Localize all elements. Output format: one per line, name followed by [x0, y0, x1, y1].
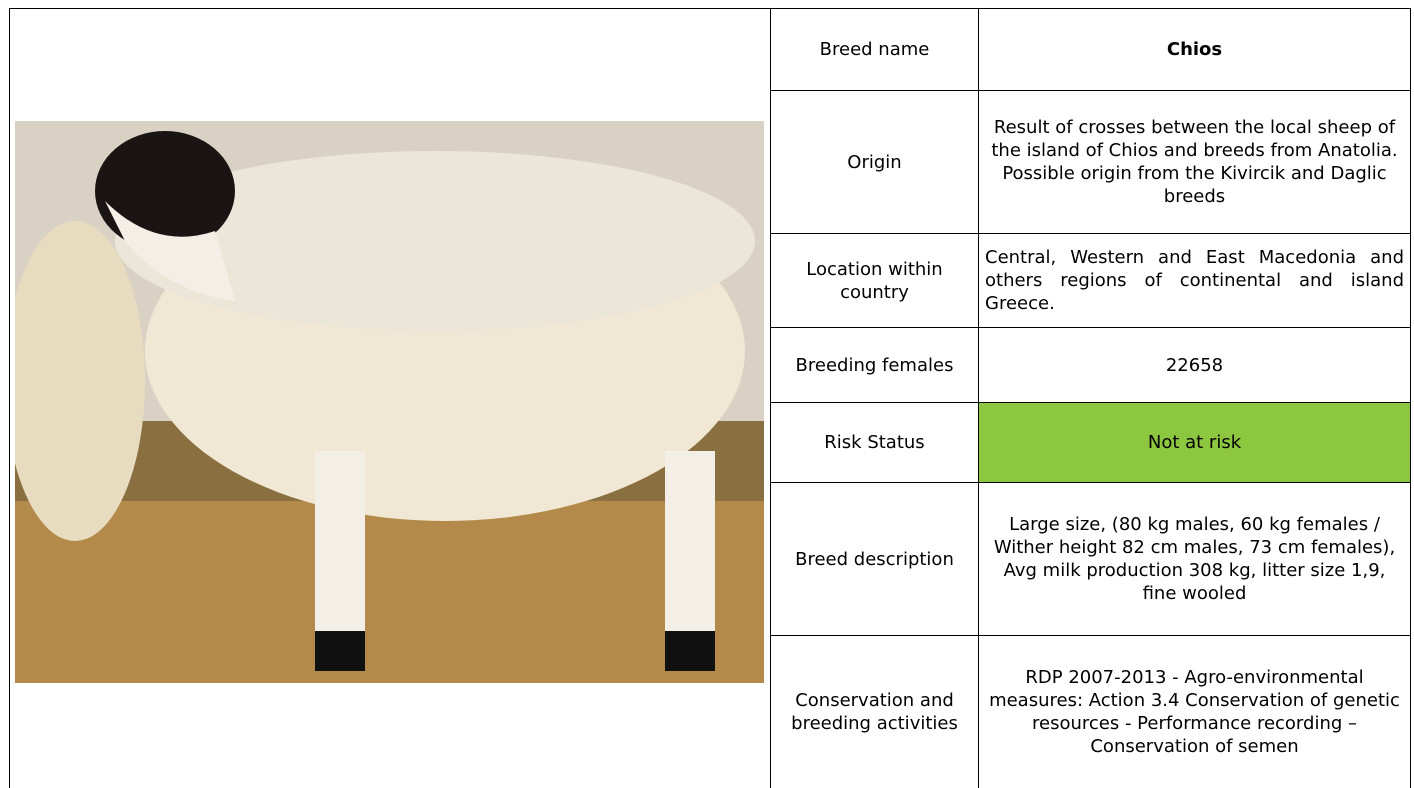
- breed-table: Breed name Chios Origin Result of crosse…: [9, 8, 1411, 788]
- label-cell: Risk Status: [771, 403, 979, 483]
- label-cell: Conservation and breeding activities: [771, 636, 979, 788]
- label-cell: Breeding females: [771, 328, 979, 403]
- photo-cell: [10, 9, 771, 788]
- value-cell: 22658: [979, 328, 1411, 403]
- value-cell: Not at risk: [979, 403, 1411, 483]
- sheep-photo: [15, 121, 764, 683]
- label-cell: Location within country: [771, 234, 979, 328]
- value-cell: RDP 2007-2013 - Agro-environmental measu…: [979, 636, 1411, 788]
- value-cell: Result of crosses between the local shee…: [979, 91, 1411, 234]
- label-cell: Origin: [771, 91, 979, 234]
- label-cell: Breed name: [771, 9, 979, 91]
- value-cell: Central, Western and East Macedonia and …: [979, 234, 1411, 328]
- label-cell: Breed description: [771, 483, 979, 636]
- value-cell: Chios: [979, 9, 1411, 91]
- page: Breed name Chios Origin Result of crosse…: [0, 0, 1414, 788]
- value-cell: Large size, (80 kg males, 60 kg females …: [979, 483, 1411, 636]
